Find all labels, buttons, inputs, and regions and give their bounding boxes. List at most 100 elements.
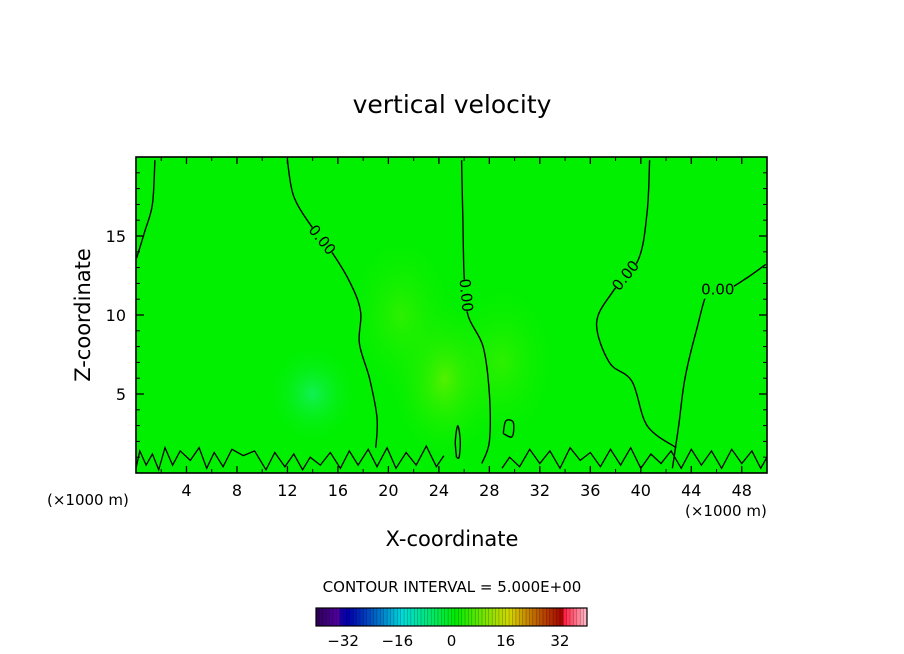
- chart-title: vertical velocity: [353, 90, 552, 119]
- colorbar-tick-label: −32: [327, 632, 359, 650]
- x-tick-label: 8: [232, 481, 242, 500]
- colorbar-cell: [417, 608, 422, 626]
- colorbar-cell: [336, 608, 341, 626]
- colorbar-cell: [346, 608, 351, 626]
- contour-label: 0.00: [455, 278, 476, 313]
- colorbar-cell: [488, 608, 493, 626]
- colorbar-cell: [387, 608, 391, 626]
- x-tick-label: 44: [681, 481, 701, 500]
- colorbar-cell: [468, 608, 473, 626]
- contour-label-mask: [455, 278, 477, 313]
- colorbar-cell: [454, 608, 459, 626]
- x-tick-label: 24: [429, 481, 449, 500]
- colorbar-cell: [566, 608, 571, 626]
- colorbar-cell: [360, 608, 364, 626]
- colorbar-cell: [509, 608, 513, 626]
- colorbar-cell: [465, 608, 469, 626]
- colorbar-cell: [431, 608, 435, 626]
- colorbar-cell: [495, 608, 500, 626]
- zero-contour-line: [595, 160, 677, 449]
- field-feature-downdraft: [264, 342, 361, 446]
- colorbar-cell: [526, 608, 530, 626]
- colorbar-tick-label: 32: [550, 632, 569, 650]
- x-tick-label: 48: [732, 481, 752, 500]
- colorbar-cell: [481, 608, 486, 626]
- colorbar-cell: [485, 608, 490, 626]
- colorbar-cell: [519, 608, 523, 626]
- colorbar-cell: [570, 608, 574, 626]
- colorbar-cell: [532, 608, 537, 626]
- colorbar-cell: [316, 608, 320, 626]
- x-axis-unit: (×1000 m): [685, 502, 767, 520]
- x-tick-label: 12: [277, 481, 297, 500]
- colorbar-cell: [437, 608, 442, 626]
- colorbar-cell: [383, 608, 388, 626]
- x-tick-label: 28: [479, 481, 499, 500]
- colorbar-cell: [353, 608, 357, 626]
- colorbar-cell: [512, 608, 517, 626]
- colorbar-cell: [434, 608, 439, 626]
- colorbar-cell: [502, 608, 506, 626]
- colorbar-cell: [498, 608, 503, 626]
- x-tick-label: 16: [328, 481, 348, 500]
- x-tick-label: 36: [580, 481, 600, 500]
- field-feature-updraft: [339, 225, 464, 405]
- colorbar-cell: [332, 608, 337, 626]
- zero-contour-line: [671, 263, 767, 469]
- y-tick-label: 10: [106, 306, 126, 325]
- colorbar-cell: [400, 608, 405, 626]
- colorbar-cell: [319, 608, 324, 626]
- x-tick-label: 4: [181, 481, 191, 500]
- x-axis-label: X-coordinate: [386, 527, 519, 551]
- colorbar-cell: [478, 608, 483, 626]
- colorbar-cell: [559, 608, 564, 626]
- colorbar-cell: [461, 608, 466, 626]
- y-tick-label: 15: [106, 227, 126, 246]
- colorbar-tick-label: 0: [447, 632, 457, 650]
- colorbar-cell: [492, 608, 496, 626]
- colorbar-cell: [471, 608, 476, 626]
- zero-contour-line: [454, 424, 462, 460]
- colorbar-cell: [339, 608, 344, 626]
- zero-contour-line: [502, 419, 515, 438]
- colorbar-cell: [539, 608, 544, 626]
- colorbar-cell: [563, 608, 567, 626]
- contour-label-mask: [608, 257, 643, 294]
- colorbar-cell: [410, 608, 415, 626]
- colorbar-ticks: −32 −16 0 16 32: [327, 632, 569, 650]
- surface-contour-line: [501, 446, 767, 470]
- colorbar-cell: [444, 608, 449, 626]
- colorbar-cell: [390, 608, 395, 626]
- field-feature-updraft: [439, 272, 564, 453]
- colorbar-cell: [376, 608, 381, 626]
- colorbar-cell: [393, 608, 398, 626]
- surface-contour-line: [136, 444, 445, 472]
- colorbar-cell: [343, 608, 347, 626]
- colorbar-cell: [414, 608, 418, 626]
- colorbar-cell: [421, 608, 425, 626]
- y-axis-label: Z-coordinate: [71, 248, 95, 382]
- colorbar-tick-label: −16: [381, 632, 413, 650]
- colorbar-cell: [424, 608, 429, 626]
- x-tick-label: 32: [530, 481, 550, 500]
- colorbar-cell: [366, 608, 371, 626]
- colorbar-cell: [580, 608, 584, 626]
- velocity-field-features: [264, 225, 564, 469]
- y-tick-label: 5: [116, 385, 126, 404]
- colorbar-tick-label: 16: [496, 632, 515, 650]
- colorbar-cell: [549, 608, 554, 626]
- colorbar-cell: [349, 608, 354, 626]
- colorbar-cell: [441, 608, 446, 626]
- colorbar-cell: [448, 608, 452, 626]
- zero-contour-line: [136, 160, 156, 259]
- contour-lines: [136, 160, 767, 472]
- colorbar-cell: [427, 608, 432, 626]
- colorbar-cell: [556, 608, 561, 626]
- colorbar-cell: [404, 608, 408, 626]
- y-axis-unit: (×1000 m): [47, 491, 129, 509]
- contour-interval-text: CONTOUR INTERVAL = 5.000E+00: [323, 578, 582, 596]
- contour-label: 0.00: [701, 281, 734, 299]
- colorbar-cell: [356, 608, 361, 626]
- colorbar: −32 −16 0 16 32: [315, 607, 588, 650]
- colorbar-frame: [315, 607, 588, 627]
